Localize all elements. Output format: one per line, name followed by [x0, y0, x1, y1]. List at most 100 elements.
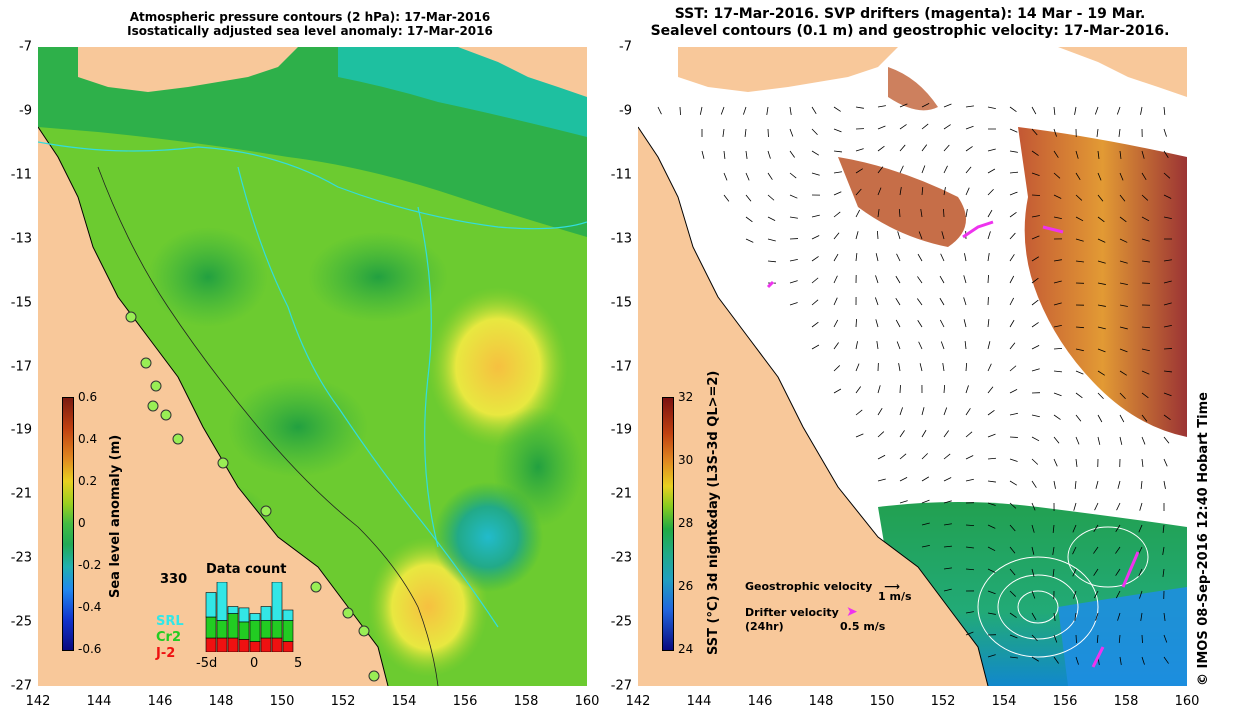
geostrophic-legend: Geostrophic velocity ⟶ [745, 580, 900, 593]
sst-map [638, 47, 1187, 686]
data-count-bar-j2 [216, 637, 228, 652]
y-tick-left: -11 [10, 167, 32, 183]
y-tick-right: -7 [619, 39, 632, 55]
y-tick-left: -27 [10, 678, 32, 694]
drifter-legend: Drifter velocity (24hr) [745, 606, 839, 634]
y-tick-left: -23 [10, 550, 32, 566]
colorbar-tick: 0 [78, 516, 86, 530]
x-tick-right: 148 [808, 694, 834, 709]
data-count-bar-j2 [238, 639, 250, 652]
left-title-line1: Atmospheric pressure contours (2 hPa): 1… [129, 10, 491, 24]
colorbar-tick: -0.2 [78, 558, 102, 572]
geostrophic-scale: 1 m/s [878, 590, 912, 603]
right-title-line1: SST: 17-Mar-2016. SVP drifters (magenta)… [674, 6, 1146, 22]
colorbar-tick: 26 [678, 579, 694, 593]
legend-cr2: Cr2 [156, 630, 181, 645]
data-count-bar-j2 [227, 637, 239, 652]
y-tick-right: -11 [610, 167, 632, 183]
y-tick-right: -15 [610, 295, 632, 311]
y-tick-left: -17 [10, 359, 32, 374]
png-land [78, 47, 298, 92]
drifter-scale: 0.5 m/s [840, 620, 886, 633]
data-count-bar-srl [216, 582, 228, 621]
data-count-bar-cr2 [227, 613, 239, 639]
data-count-bar-srl [260, 606, 272, 621]
data-count-bar-j2 [260, 637, 272, 652]
y-tick-right: -25 [610, 614, 632, 630]
x-tick-left: 156 [452, 694, 478, 709]
left-title-line2: Isostatically adjusted sea level anomaly… [127, 24, 493, 38]
y-tick-right: -21 [610, 486, 632, 502]
data-count-bar-cr2 [216, 620, 228, 639]
colorbar-tick: 24 [678, 642, 694, 656]
colorbar-tick: 32 [678, 390, 694, 404]
right-map-title: SST: 17-Mar-2016. SVP drifters (magenta)… [620, 6, 1200, 40]
x-tick-left: 142 [25, 694, 51, 709]
drifter-sub: (24hr) [745, 620, 784, 633]
y-tick-right: -17 [610, 359, 632, 374]
geostrophic-label: Geostrophic velocity [745, 580, 873, 593]
y-tick-left: -25 [10, 614, 32, 630]
sst-map-svg [638, 47, 1187, 686]
x-tick-right: 158 [1113, 694, 1139, 709]
data-count-bar-j2 [249, 641, 261, 652]
inset-tick-0: 0 [250, 656, 259, 671]
data-count-bar-j2 [282, 641, 294, 652]
data-count-max: 330 [160, 572, 188, 587]
x-tick-left: 144 [86, 694, 112, 709]
x-tick-right: 152 [930, 694, 956, 709]
y-tick-left: -13 [10, 231, 32, 247]
data-count-bar-cr2 [271, 620, 283, 639]
x-tick-left: 154 [391, 694, 417, 709]
x-tick-left: 158 [513, 694, 539, 709]
data-count-bar-j2 [205, 637, 217, 652]
y-tick-right: -27 [610, 678, 632, 694]
y-tick-right: -19 [610, 422, 632, 438]
x-tick-left: 150 [269, 694, 295, 709]
sea-level-map-svg [38, 47, 587, 686]
data-count-bar-srl [205, 592, 217, 618]
y-tick-left: -21 [10, 486, 32, 502]
colorbar-tick: 0.6 [78, 390, 98, 404]
data-count-bar-j2 [271, 637, 283, 652]
x-tick-right: 160 [1174, 694, 1200, 709]
data-count-bar-cr2 [282, 620, 294, 642]
data-count-bar-srl [227, 606, 239, 614]
right-title-line2: Sealevel contours (0.1 m) and geostrophi… [650, 23, 1170, 39]
data-count-bar-cr2 [238, 621, 250, 640]
left-map-title: Atmospheric pressure contours (2 hPa): 1… [60, 10, 560, 38]
data-count-inset: Data count 330 SRL Cr2 J-2 -5d 0 5 [150, 560, 310, 671]
inset-tick-5: 5 [294, 656, 303, 671]
australia-land [38, 127, 388, 686]
x-tick-right: 146 [747, 694, 773, 709]
sea-level-colorbar-label: Sea level anomaly (m) [108, 434, 123, 598]
x-tick-right: 142 [625, 694, 651, 709]
x-tick-right: 156 [1052, 694, 1078, 709]
arrow-icon: ⟶ [884, 580, 900, 593]
colorbar-tick: 28 [678, 516, 694, 530]
x-tick-left: 152 [330, 694, 356, 709]
data-count-bars [205, 582, 294, 652]
data-count-bar-srl [282, 609, 294, 621]
y-tick-right: -23 [610, 550, 632, 566]
legend-srl: SRL [156, 614, 184, 629]
copyright-text: © IMOS 08-Sep-2016 12:40 Hobart Time [1196, 392, 1211, 686]
data-count-bar-cr2 [249, 620, 261, 642]
colorbar-tick: 30 [678, 453, 694, 467]
x-tick-left: 148 [208, 694, 234, 709]
sst-colorbar [662, 397, 674, 651]
australia-land-right [638, 127, 988, 686]
data-count-bar-srl [238, 607, 250, 623]
y-tick-right: -13 [610, 231, 632, 247]
legend-j2: J-2 [156, 646, 176, 661]
warm-sst-region [1018, 127, 1187, 437]
data-count-bar-srl [271, 582, 283, 621]
data-count-bar-cr2 [260, 620, 272, 639]
x-tick-right: 154 [991, 694, 1017, 709]
sst-colorbar-label: SST (°C) 3d night&day (L3S-3d QL>=2) [706, 370, 721, 655]
drifter-tracks [766, 220, 1140, 668]
drifter-arrow-icon: ➤ [846, 604, 858, 620]
drifter-label: Drifter velocity [745, 606, 839, 619]
y-tick-left: -15 [10, 295, 32, 311]
inset-tick-neg5: -5d [196, 656, 218, 671]
